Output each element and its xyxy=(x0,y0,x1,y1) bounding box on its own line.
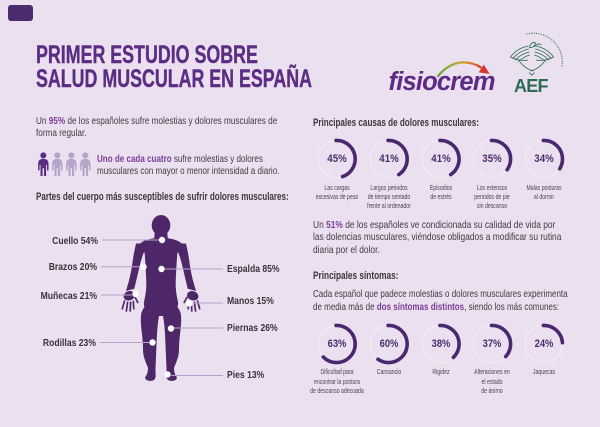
svg-text:AEF: AEF xyxy=(514,76,549,96)
